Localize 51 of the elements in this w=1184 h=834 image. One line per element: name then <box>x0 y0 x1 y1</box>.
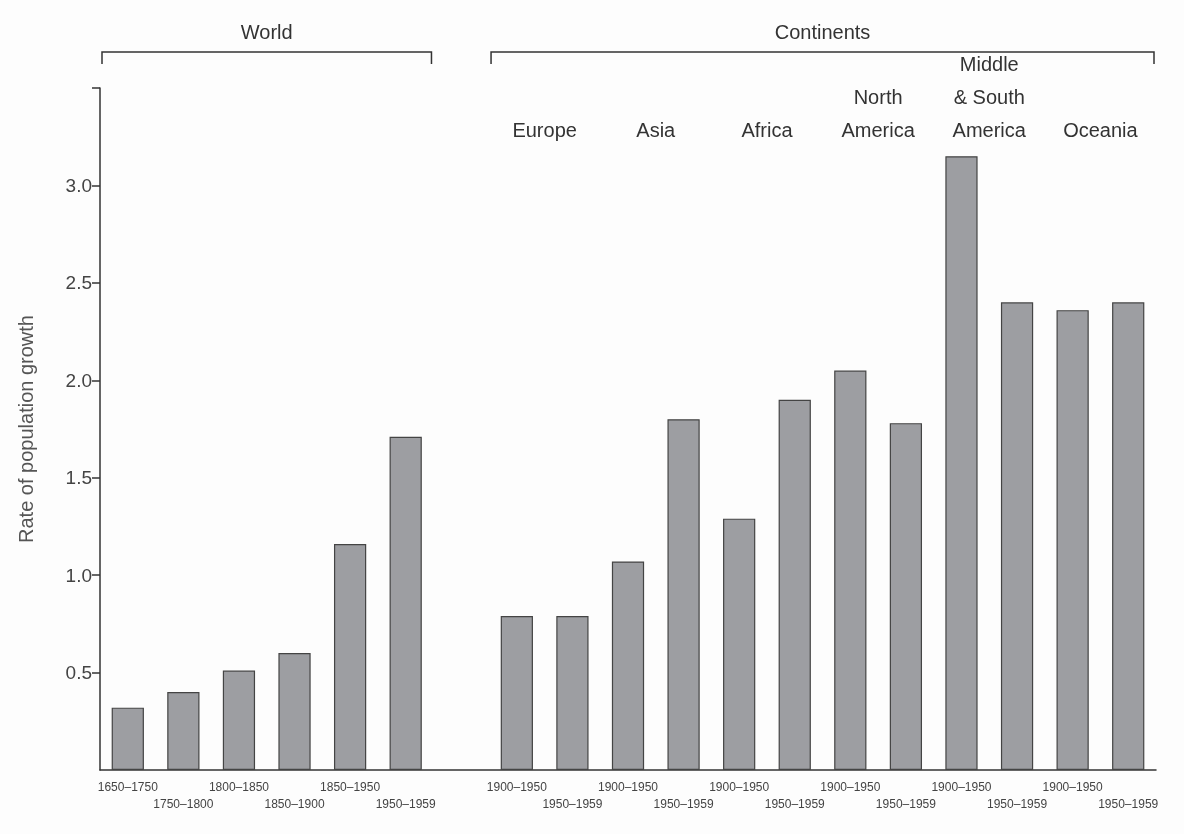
x-tick-label: 1850–1900 <box>264 796 325 811</box>
annotation: Oceania <box>1063 118 1139 141</box>
y-axis-title: Rate of population growth <box>15 315 37 543</box>
bar <box>1056 310 1089 770</box>
bar <box>222 670 256 770</box>
bar <box>945 156 978 770</box>
annotation: Africa <box>741 118 794 141</box>
y-tick-label: 2.0 <box>65 369 92 391</box>
bar <box>834 370 867 770</box>
x-tick-label: 1900–1950 <box>597 779 659 794</box>
x-tick-label: 1950–1959 <box>1098 796 1159 811</box>
x-tick-label: 1950–1959 <box>764 796 826 811</box>
y-tick-label: 1.0 <box>65 564 92 586</box>
x-tick-label: 1900–1950 <box>1042 779 1103 794</box>
annotation: Europe <box>512 118 577 141</box>
y-tick-label: 2.5 <box>65 272 92 294</box>
x-tick-label: 1900–1950 <box>709 779 770 794</box>
text: World <box>240 21 293 43</box>
bar <box>389 436 422 770</box>
annotation: Asia <box>636 118 677 141</box>
bar <box>111 707 144 770</box>
bar <box>1000 302 1034 770</box>
x-tick-label: 1950–1959 <box>875 796 937 811</box>
x-tick-label: 1950–1959 <box>375 796 437 811</box>
bar <box>667 419 700 770</box>
annotation: Middle & South America <box>952 52 1027 141</box>
bar <box>500 616 533 770</box>
x-tick-label: 1750–1800 <box>153 796 214 811</box>
y-tick-label: 0.5 <box>65 662 92 684</box>
x-tick-label: 1900–1950 <box>486 779 548 794</box>
bar <box>278 653 311 770</box>
x-tick-label: 1850–1950 <box>320 779 381 794</box>
bar <box>333 543 367 770</box>
bar <box>556 616 589 770</box>
bar <box>611 561 645 770</box>
annotation: North America <box>841 85 916 141</box>
bar <box>1112 302 1145 770</box>
bar <box>778 399 811 770</box>
bar <box>889 423 923 770</box>
x-tick-label: 1800–1850 <box>208 779 270 794</box>
x-tick-label: 1650–1750 <box>97 779 159 794</box>
y-tick-label: 3.0 <box>65 174 92 196</box>
text: Continents <box>774 21 871 43</box>
x-tick-label: 1900–1950 <box>820 779 881 794</box>
bar <box>167 692 200 770</box>
x-tick-label: 1900–1950 <box>931 779 992 794</box>
x-tick-label: 1950–1959 <box>653 796 714 811</box>
y-tick-label: 1.5 <box>65 467 92 489</box>
x-tick-label: 1950–1959 <box>987 796 1048 811</box>
x-tick-label: 1950–1959 <box>542 796 603 811</box>
bar <box>723 518 756 770</box>
